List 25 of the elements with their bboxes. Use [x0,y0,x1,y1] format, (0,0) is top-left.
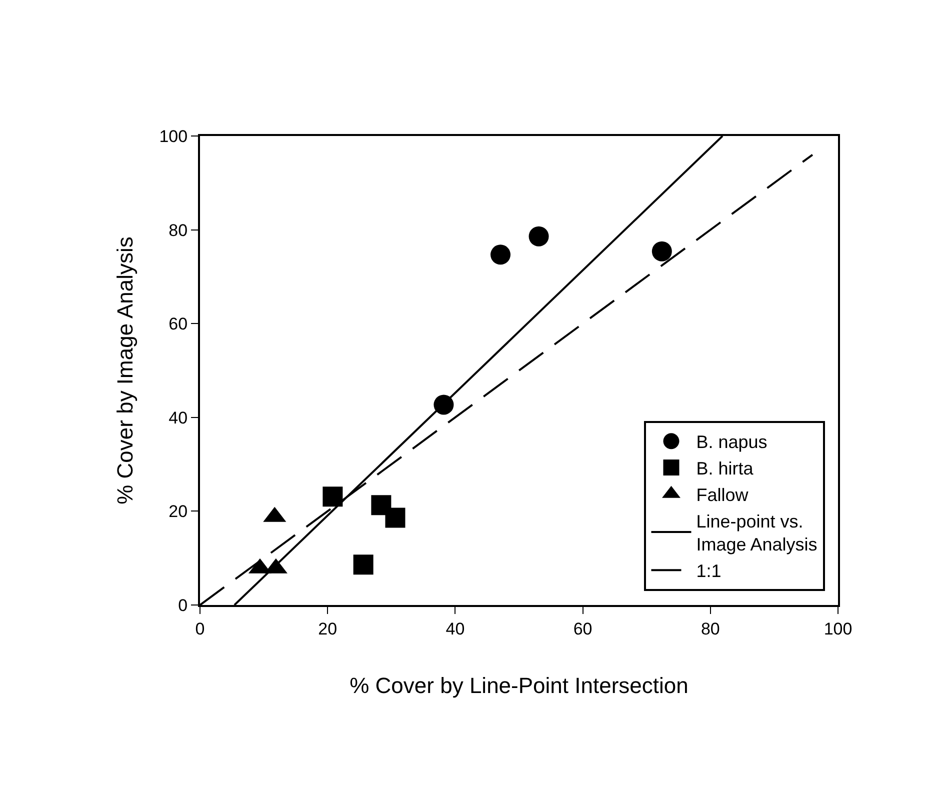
point [652,241,672,262]
x-tick-label: 40 [446,619,465,638]
legend-label: B. napus [696,432,768,452]
legend-label: Fallow [696,484,750,505]
y-tick-label: 0 [178,596,188,615]
point [490,244,510,265]
x-tick-label: 100 [824,619,852,638]
x-tick-label: 20 [318,619,338,638]
y-tick-label: 20 [168,502,188,522]
legend-label: Line-point vs. Image Analysis [696,511,818,555]
x-tick-label: 0 [195,619,205,638]
x-axis-title: % Cover by Line-Point Intersection [350,672,688,698]
y-axis-title: % Cover by Image Analysis [112,236,138,504]
y-tick-label: 100 [159,126,188,146]
point [528,226,549,246]
x-tick-label: 80 [700,619,720,638]
legend-label: B. hirta [696,458,754,479]
point [322,486,343,507]
y-tick-label: 80 [168,220,188,240]
x-tick-label: 60 [573,619,592,638]
y-tick-label: 60 [168,314,188,334]
point [385,508,406,528]
legend-label: 1:1 [696,561,722,582]
point [353,554,374,575]
y-tick-label: 40 [168,408,188,428]
